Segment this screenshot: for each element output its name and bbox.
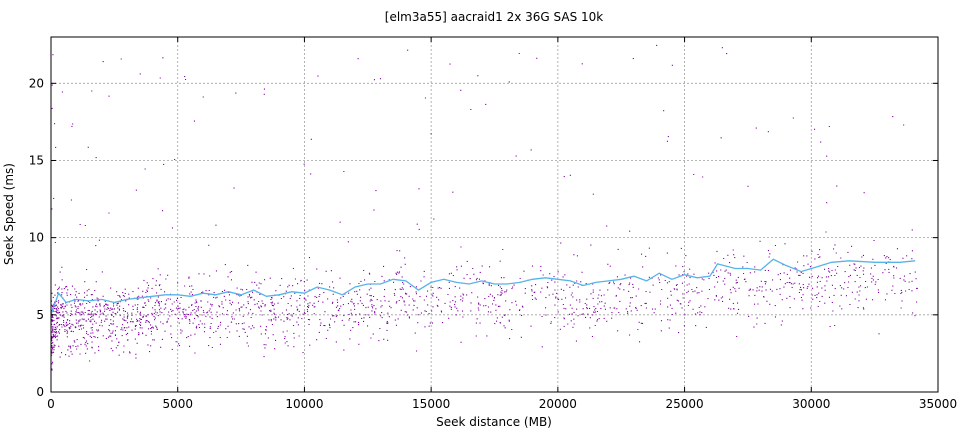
y-tick-label: 15 [29,153,44,167]
x-tick-label: 5000 [162,397,193,411]
trend-line [50,258,916,316]
y-tick-label: 10 [29,231,44,245]
scatter-points [51,44,918,371]
y-tick-label: 20 [29,76,44,90]
x-tick-label: 35000 [919,397,957,411]
x-tick-label: 30000 [792,397,830,411]
scatter-point-cloud [51,44,918,371]
x-tick-label: 15000 [412,397,450,411]
chart-title: [elm3a55] aacraid1 2x 36G SAS 10k [385,10,604,24]
x-tick-label: 20000 [539,397,577,411]
y-tick-label: 5 [36,308,44,322]
y-axis-label: Seek Speed (ms) [2,163,16,265]
y-tick-label: 0 [36,385,44,399]
x-axis-label: Seek distance (MB) [436,415,552,429]
x-axis-ticks: 0 5000 10000 15000 20000 25000 30000 35000 [47,37,957,411]
plot-frame [50,36,939,393]
trend-line-layer [50,258,916,316]
y-axis-ticks: 0 5 10 15 20 [29,76,938,399]
x-tick-label: 25000 [665,397,703,411]
x-tick-label: 10000 [285,397,323,411]
x-tick-label: 0 [47,397,55,411]
grid [51,37,938,392]
